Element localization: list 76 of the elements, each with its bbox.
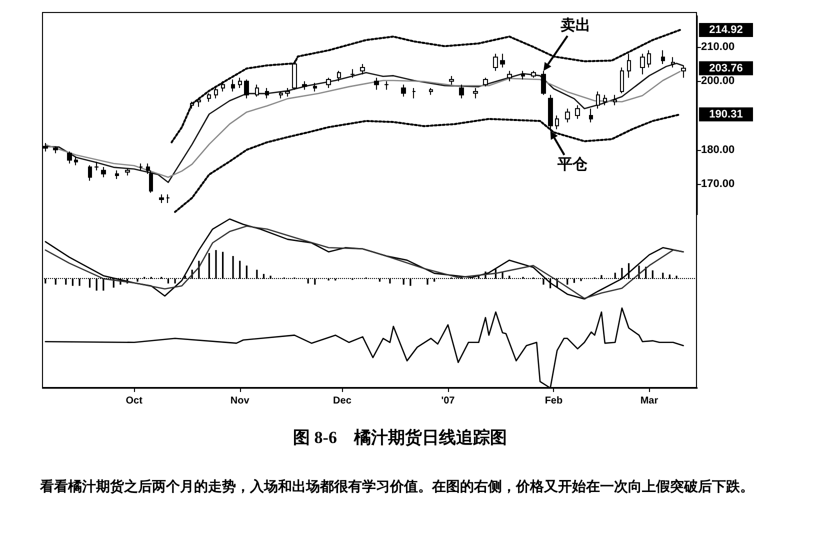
candlestick xyxy=(125,168,130,176)
candlestick xyxy=(531,70,536,78)
candlestick xyxy=(596,90,600,110)
candlestick xyxy=(493,53,498,72)
x-tick-label: Feb xyxy=(544,396,563,406)
text: 看看橘汁期货之后两个月的走势，入场和出场都很有学习价值。在图的右侧，价格又开始在一次向上假突破后下跌。 xyxy=(40,478,755,497)
candlestick xyxy=(238,77,242,89)
candlestick xyxy=(449,76,454,86)
x-tick-label: Mar xyxy=(640,396,658,406)
annotation: 214.92 xyxy=(709,24,743,36)
candlestick xyxy=(671,56,675,68)
x-tick-label: Dec xyxy=(333,396,352,406)
candlestick xyxy=(214,88,218,99)
candlestick xyxy=(190,101,194,110)
candlestick xyxy=(384,80,389,90)
candlestick xyxy=(647,50,651,68)
candlestick xyxy=(401,84,406,98)
candlestick xyxy=(589,108,593,123)
candlestick xyxy=(43,142,48,152)
candlestick xyxy=(627,53,631,78)
candlestick xyxy=(74,156,78,166)
annotation: 203.76 xyxy=(709,62,743,74)
candlestick xyxy=(166,194,170,204)
annotation: 平仓 xyxy=(556,156,588,173)
candlestick xyxy=(255,84,259,98)
y-tick-label: 170.00 xyxy=(701,178,735,190)
candlestick xyxy=(459,84,464,99)
candlestick xyxy=(681,65,686,78)
candlestick xyxy=(313,82,317,92)
candlestick xyxy=(159,194,164,204)
candlestick xyxy=(473,88,478,99)
candlestick xyxy=(326,77,331,89)
candlestick xyxy=(429,88,433,96)
candlestick xyxy=(88,164,92,182)
candlestick xyxy=(575,104,580,120)
candlestick xyxy=(603,94,607,106)
text: 图 8-6 橘汁期货日线追踪图 xyxy=(292,427,508,449)
candlestick xyxy=(640,53,645,75)
candlestick xyxy=(360,64,365,75)
candlestick xyxy=(521,70,525,80)
candlestick xyxy=(265,88,269,99)
candlestick xyxy=(285,88,290,98)
x-tick-label: '07 xyxy=(441,396,456,406)
candlestick xyxy=(244,78,249,99)
candlestick xyxy=(412,88,416,99)
candlestick xyxy=(139,163,143,171)
candlestick xyxy=(661,50,665,65)
candlestick xyxy=(207,92,211,102)
candlestick xyxy=(507,70,512,82)
candlestick xyxy=(350,68,355,78)
candlestick xyxy=(555,115,559,130)
candlestick xyxy=(374,77,379,90)
candlestick xyxy=(221,80,225,92)
candlestick xyxy=(483,77,488,87)
candlestick xyxy=(67,151,72,164)
candlestick xyxy=(337,70,341,82)
annotation: 190.31 xyxy=(709,108,743,120)
y-tick-label: 210.00 xyxy=(701,40,735,53)
x-tick-label: Nov xyxy=(230,396,250,406)
candlestick xyxy=(565,108,570,123)
candlestick xyxy=(53,146,58,154)
candlestick xyxy=(94,161,99,171)
candlestick xyxy=(620,66,624,94)
candlestick xyxy=(231,78,235,92)
x-tick-label: Oct xyxy=(126,396,144,406)
candlestick xyxy=(302,80,307,90)
candlestick xyxy=(292,60,297,90)
candlestick xyxy=(613,94,617,106)
candlestick xyxy=(115,170,119,180)
candlestick xyxy=(197,98,201,108)
y-tick-label: 180.00 xyxy=(701,144,735,156)
candlestick xyxy=(500,53,505,68)
y-tick-label: 200.00 xyxy=(701,75,735,88)
annotation: 卖出 xyxy=(560,16,590,34)
candlestick xyxy=(279,90,283,99)
candlestick xyxy=(101,166,106,178)
